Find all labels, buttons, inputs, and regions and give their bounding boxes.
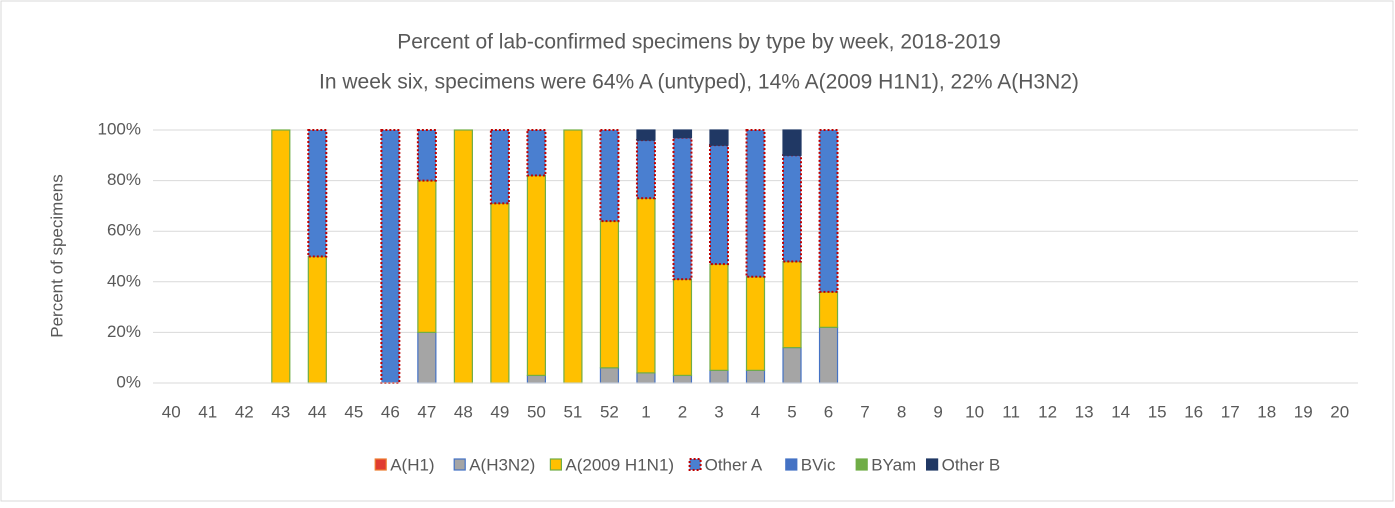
legend-label: BVic <box>801 455 836 474</box>
x-tick-label: 17 <box>1221 402 1240 421</box>
bar-segment <box>489 129 510 205</box>
legend-label: A(H1) <box>390 455 434 474</box>
y-tick-label: 100% <box>98 119 141 138</box>
y-tick-label: 80% <box>107 170 141 189</box>
bar-segment <box>417 180 437 334</box>
x-tick-label: 46 <box>381 402 400 421</box>
bar-segment <box>526 129 547 177</box>
bar-segment <box>708 144 729 266</box>
bar-segment <box>635 139 656 200</box>
bar-segment <box>672 374 693 384</box>
bar-segment <box>709 369 729 384</box>
legend-swatch <box>785 458 798 471</box>
bar-segment <box>599 220 620 369</box>
x-tick-label: 50 <box>527 402 546 421</box>
legend-swatch <box>453 458 466 471</box>
bar-segment <box>818 326 839 384</box>
bar-segment <box>782 129 802 156</box>
x-tick-label: 44 <box>308 402 327 421</box>
y-tick-label: 60% <box>107 221 141 240</box>
y-axis-label: Percent of specimens <box>47 174 66 337</box>
bar-segment <box>745 369 766 384</box>
bar-segment <box>490 202 510 384</box>
y-tick-label: 40% <box>107 271 141 290</box>
x-tick-label: 15 <box>1148 402 1167 421</box>
x-tick-label: 45 <box>344 402 363 421</box>
legend-label: Other B <box>942 455 1001 474</box>
x-tick-label: 14 <box>1111 402 1130 421</box>
bar-segment <box>416 129 437 182</box>
legend-label: A(H3N2) <box>469 455 535 474</box>
x-tick-label: 49 <box>490 402 509 421</box>
y-tick-label: 0% <box>116 372 141 391</box>
x-tick-label: 52 <box>600 402 619 421</box>
bar-segment <box>782 260 802 349</box>
x-tick-label: 51 <box>563 402 582 421</box>
x-tick-label: 10 <box>965 402 984 421</box>
legend-swatch <box>374 458 387 471</box>
legend-swatch <box>925 458 939 471</box>
bar-segment <box>453 129 473 384</box>
legend-label: A(2009 H1N1) <box>565 455 674 474</box>
legend-label: Other A <box>705 455 763 474</box>
x-tick-label: 3 <box>714 402 723 421</box>
x-tick-label: 7 <box>860 402 869 421</box>
x-tick-label: 47 <box>417 402 436 421</box>
legend-label: BYam <box>871 455 916 474</box>
x-tick-label: 4 <box>751 402 760 421</box>
bar-segment <box>307 129 328 258</box>
bar-segment <box>526 174 547 377</box>
bar-segment <box>417 331 437 384</box>
chart-title: Percent of lab-confirmed specimens by ty… <box>397 31 1001 54</box>
x-tick-label: 18 <box>1257 402 1276 421</box>
legend-swatch <box>855 458 868 471</box>
legend-swatch <box>549 458 563 471</box>
x-tick-label: 16 <box>1184 402 1203 421</box>
y-tick-label: 20% <box>107 322 141 341</box>
bar-segment <box>818 291 839 328</box>
bar-segment <box>782 346 802 384</box>
bar-segment <box>380 129 401 384</box>
x-tick-label: 19 <box>1294 402 1313 421</box>
bar-segment <box>672 129 693 139</box>
x-tick-label: 48 <box>454 402 473 421</box>
bar-segment <box>563 129 583 384</box>
bar-segment <box>709 263 729 371</box>
chart-subtitle: In week six, specimens were 64% A (untyp… <box>319 71 1079 94</box>
x-tick-label: 40 <box>162 402 181 421</box>
bar-segment <box>672 136 693 281</box>
bar-segment <box>782 154 803 263</box>
x-tick-label: 20 <box>1330 402 1349 421</box>
x-tick-label: 1 <box>641 402 650 421</box>
x-tick-label: 41 <box>198 402 217 421</box>
bar-segment <box>745 129 766 278</box>
bar-segment <box>599 367 620 384</box>
bar-segment <box>271 129 291 384</box>
x-tick-label: 2 <box>678 402 687 421</box>
x-tick-label: 13 <box>1075 402 1094 421</box>
x-tick-label: 42 <box>235 402 254 421</box>
bar-segment <box>672 278 693 377</box>
x-tick-label: 6 <box>824 402 833 421</box>
bar-segment <box>745 276 766 371</box>
x-tick-label: 5 <box>787 402 796 421</box>
bar-segment <box>818 129 839 293</box>
bar-segment <box>636 197 656 374</box>
bar-segment <box>307 255 327 384</box>
x-tick-label: 11 <box>1002 402 1020 421</box>
bar-segment <box>636 372 656 384</box>
legend-swatch <box>688 458 702 471</box>
bar-segment <box>709 129 729 146</box>
bar-segment <box>599 129 620 223</box>
x-tick-label: 12 <box>1038 402 1057 421</box>
x-tick-label: 9 <box>933 402 942 421</box>
x-tick-label: 43 <box>271 402 290 421</box>
bar-segment <box>636 129 656 141</box>
x-tick-label: 8 <box>897 402 906 421</box>
bar-segment <box>526 374 547 384</box>
